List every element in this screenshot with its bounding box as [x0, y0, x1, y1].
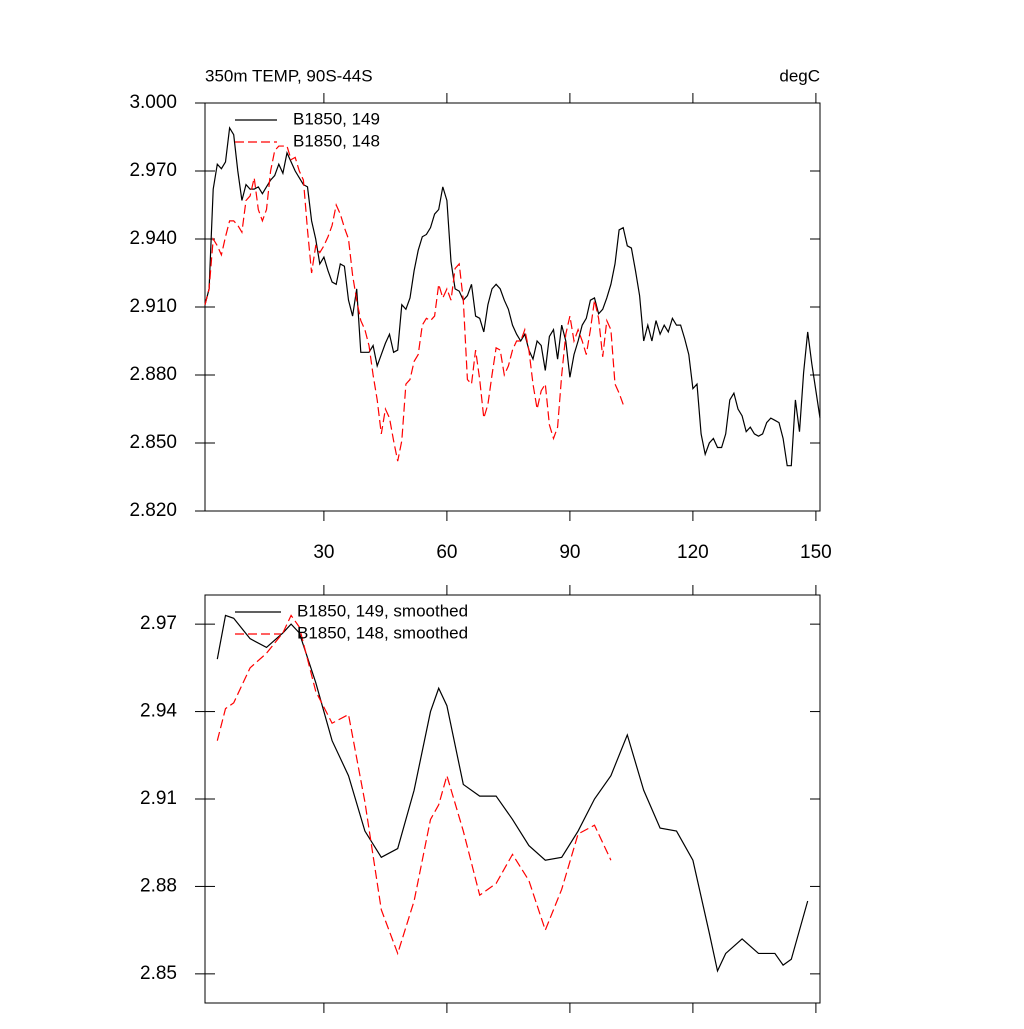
legend-label: B1850, 148, smoothed: [297, 623, 468, 642]
y-tick-label: 3.000: [129, 92, 177, 113]
y-tick-label: 2.910: [129, 296, 177, 317]
y-tick-label: 2.940: [129, 228, 177, 249]
series-line: [204, 126, 821, 467]
y-tick-label: 2.880: [129, 364, 177, 385]
series-line: [216, 614, 612, 956]
y-tick-label: 2.850: [129, 432, 177, 453]
y-tick-label: 2.94: [140, 701, 177, 722]
y-tick-label: 2.970: [129, 160, 177, 181]
x-tick-label: 150: [800, 542, 832, 563]
x-tick-label: 30: [313, 542, 334, 563]
series-line: [204, 145, 624, 462]
series-line: [216, 614, 809, 973]
y-tick-label: 2.88: [140, 875, 177, 896]
y-tick-label: 2.85: [140, 963, 177, 984]
y-tick-label: 2.820: [129, 500, 177, 521]
y-tick-label: 2.97: [140, 613, 177, 634]
plot-frame: [204, 594, 821, 1004]
legend-label: B1850, 148: [293, 131, 380, 150]
x-tick-label: 60: [436, 542, 457, 563]
legend-label: B1850, 149, smoothed: [297, 601, 468, 620]
plot-frame: [204, 102, 821, 512]
x-tick-label: 90: [559, 542, 580, 563]
legend-label: B1850, 149: [293, 109, 380, 128]
x-tick-label: 120: [677, 542, 709, 563]
chart-title: 350m TEMP, 90S-44S: [205, 66, 373, 85]
y-tick-label: 2.91: [140, 788, 177, 809]
units-label: degC: [779, 66, 820, 85]
